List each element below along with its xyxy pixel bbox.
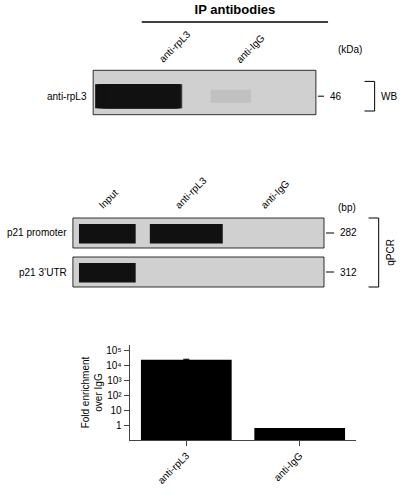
svg-text:(bp): (bp): [338, 202, 356, 213]
svg-text:p21 promoter: p21 promoter: [7, 227, 67, 238]
svg-text:312: 312: [340, 267, 357, 278]
svg-text:(kDa): (kDa): [338, 44, 362, 55]
svg-text:46: 46: [330, 91, 342, 102]
svg-text:qPCR: qPCR: [385, 239, 396, 266]
svg-text:anti-IgG: anti-IgG: [234, 32, 267, 65]
svg-text:anti-rpL3: anti-rpL3: [156, 450, 192, 486]
svg-text:10⁵: 10⁵: [106, 345, 121, 356]
svg-text:10²: 10²: [107, 390, 122, 401]
svg-text:10⁴: 10⁴: [106, 360, 121, 371]
svg-text:p21 3’UTR: p21 3’UTR: [19, 267, 67, 278]
svg-text:10: 10: [110, 405, 122, 416]
svg-text:Input: Input: [97, 187, 121, 211]
svg-text:1: 1: [116, 420, 122, 431]
svg-text:10³: 10³: [107, 375, 122, 386]
svg-text:anti-rpL3: anti-rpL3: [157, 28, 193, 64]
svg-text:anti-rpL3: anti-rpL3: [47, 91, 87, 102]
svg-text:anti-IgG: anti-IgG: [259, 178, 292, 211]
svg-text:Fold enrichmentover IgG: Fold enrichmentover IgG: [80, 356, 104, 428]
svg-text:IP antibodies: IP antibodies: [195, 2, 276, 17]
svg-text:282: 282: [340, 227, 357, 238]
svg-text:WB: WB: [381, 91, 397, 102]
svg-text:anti-rpL3: anti-rpL3: [173, 175, 209, 211]
svg-text:anti-IgG: anti-IgG: [272, 450, 305, 483]
